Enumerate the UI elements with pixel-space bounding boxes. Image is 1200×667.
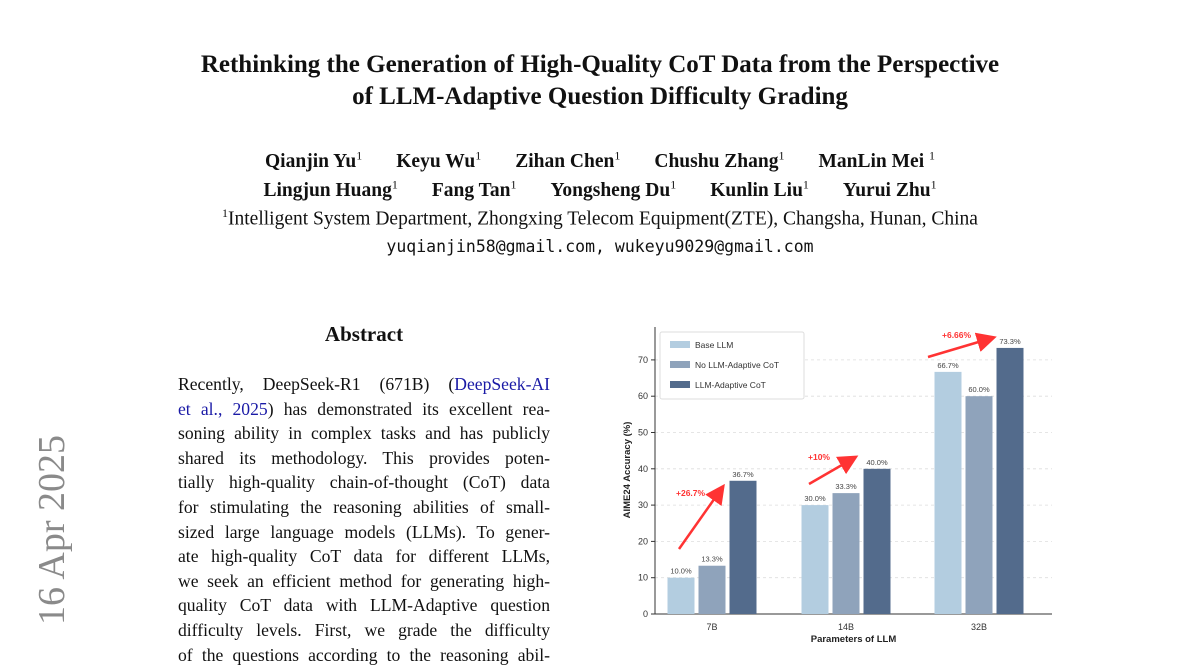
bar — [863, 468, 891, 614]
citation-link[interactable]: DeepSeek-AI — [454, 374, 550, 394]
author: Yurui Zhu1 — [842, 177, 937, 201]
bar-value-label: 13.3% — [701, 555, 723, 564]
abstract-line: Recently, DeepSeek-R1 (671B) (DeepSeek-A… — [178, 374, 550, 394]
abstract-line: soning ability in complex tasks and has … — [178, 423, 550, 444]
abstract-line: difficulty levels. First, we grade the d… — [178, 619, 550, 640]
y-tick-label: 20 — [638, 536, 648, 546]
abstract-line: sized large language models (LLMs). To g… — [178, 521, 550, 542]
bar — [996, 347, 1024, 614]
author: Fang Tan1 — [431, 177, 517, 201]
author: Yongsheng Du1 — [550, 177, 677, 201]
author: ManLin Mei 1 — [818, 148, 935, 172]
bar-value-label: 60.0% — [968, 385, 990, 394]
x-tick-label: 32B — [971, 622, 987, 632]
author: Qianjin Yu1 — [265, 148, 363, 172]
abstract-line: et al., 2025) has demonstrated its excel… — [178, 398, 550, 419]
legend-label: No LLM-Adaptive CoT — [695, 360, 779, 370]
author: Lingjun Huang1 — [263, 177, 398, 201]
legend-box — [659, 331, 805, 400]
abstract-line: we seek an efficient method for generati… — [178, 570, 550, 591]
title-line: of LLM-Adaptive Question Difficulty Grad… — [352, 83, 848, 110]
authors-row-1: Qianjin Yu1 Keyu Wu1 Zihan Chen1 Chushu Zha… — [0, 148, 1200, 173]
abstract-heading: Abstract — [324, 322, 404, 346]
abstract-body: Recently, DeepSeek-R1 (671B) (DeepSeek-A… — [178, 372, 550, 667]
paper-title: Rethinking the Generation of High-Qualit… — [0, 49, 1200, 113]
increase-annotation: +10% — [808, 452, 830, 462]
bar-value-label: 10.0% — [670, 567, 692, 576]
increase-arrow — [677, 483, 725, 550]
affiliation: 1Intelligent System Department, Zhongxin… — [222, 206, 978, 230]
bar-value-label: 30.0% — [804, 494, 826, 503]
authors-row-2: Lingjun Huang1 Fang Tan1 Yongsheng Du1 Kunl… — [0, 177, 1200, 202]
bar — [801, 505, 829, 614]
y-axis-label: AIME24 Accuracy (%) — [622, 422, 633, 519]
bar — [729, 480, 757, 614]
bar-value-label: 40.0% — [866, 458, 888, 467]
increase-annotation: +6.66% — [942, 330, 972, 340]
increase-arrow — [808, 455, 859, 486]
bar — [832, 493, 860, 614]
bar-value-label: 36.7% — [732, 470, 754, 479]
author: Zihan Chen1 — [515, 148, 621, 172]
y-tick-label: 70 — [638, 355, 648, 365]
abstract-line: tially high-quality chain-of-thought (Co… — [178, 472, 550, 493]
y-tick-label: 30 — [638, 500, 648, 510]
bar-chart: 0 10 20 30 40 50 60 70 7B 10.0% 13.3% 36.7% 14B 30.0%… — [622, 327, 1052, 645]
y-tick-label: 50 — [638, 428, 648, 438]
citation-link[interactable]: et al., 2025 — [178, 398, 268, 419]
author: Keyu Wu1 — [396, 148, 482, 172]
bar — [965, 396, 993, 614]
author: Chushu Zhang1 — [654, 148, 785, 172]
legend-swatch — [670, 361, 690, 368]
bar-value-label: 66.7% — [937, 361, 959, 370]
legend-swatch — [670, 381, 690, 388]
bar — [934, 371, 962, 614]
increase-annotation: +26.7% — [676, 488, 706, 498]
legend-swatch — [670, 341, 690, 348]
x-tick-label: 7B — [706, 622, 717, 632]
title-line: Rethinking the Generation of High-Qualit… — [200, 51, 1000, 78]
author: Kunlin Liu1 — [710, 177, 809, 201]
bar-value-label: 73.3% — [999, 337, 1021, 346]
abstract-line: quality CoT data with LLM-Adaptive quest… — [178, 595, 550, 616]
bar — [667, 577, 695, 614]
abstract-line: for stimulating the reasoning abilities … — [178, 496, 550, 517]
emails: yuqianjin58@gmail.com, wukeyu9029@gmail.… — [386, 237, 814, 256]
legend-label: LLM-Adaptive CoT — [695, 380, 766, 390]
y-tick-label: 10 — [638, 573, 648, 583]
abstract-line: shared its methodology. This provides po… — [178, 447, 550, 468]
bar — [698, 565, 726, 614]
bar-value-label: 33.3% — [835, 482, 857, 491]
x-tick-label: 14B — [838, 622, 854, 632]
y-tick-label: 40 — [638, 464, 648, 474]
increase-arrow — [927, 332, 997, 359]
y-tick-label: 0 — [643, 609, 648, 619]
y-tick-label: 60 — [638, 391, 648, 401]
x-axis-label: Parameters of LLM — [811, 634, 897, 645]
abstract-line: ate high-quality CoT data for different … — [178, 546, 550, 567]
legend-label: Base LLM — [695, 340, 733, 350]
